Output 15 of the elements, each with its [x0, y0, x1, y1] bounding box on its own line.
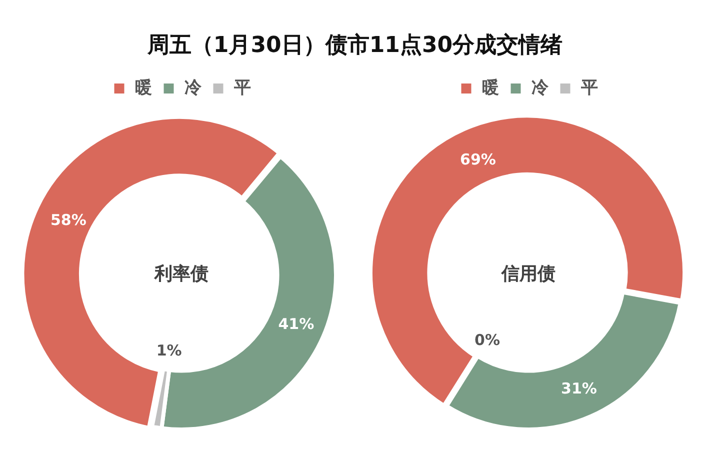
- data-label: 1%: [156, 342, 182, 360]
- data-label: 58%: [50, 211, 86, 230]
- legend-label: 暖: [134, 78, 152, 98]
- data-label: 41%: [278, 314, 314, 333]
- legend-label: 冷: [531, 78, 550, 98]
- legend-label: 冷: [184, 78, 202, 98]
- data-label: 31%: [561, 379, 597, 398]
- legend-label: 平: [232, 78, 251, 98]
- legend-label: 暖: [482, 78, 499, 98]
- legend-label: 平: [580, 78, 598, 98]
- text: 信用债: [500, 264, 556, 285]
- chart-title: 周五（1月30日）债市11点30分成交情绪: [146, 32, 564, 60]
- text: 0%: [474, 330, 500, 349]
- text: 利率债: [154, 264, 208, 285]
- data-label: 69%: [460, 150, 496, 168]
